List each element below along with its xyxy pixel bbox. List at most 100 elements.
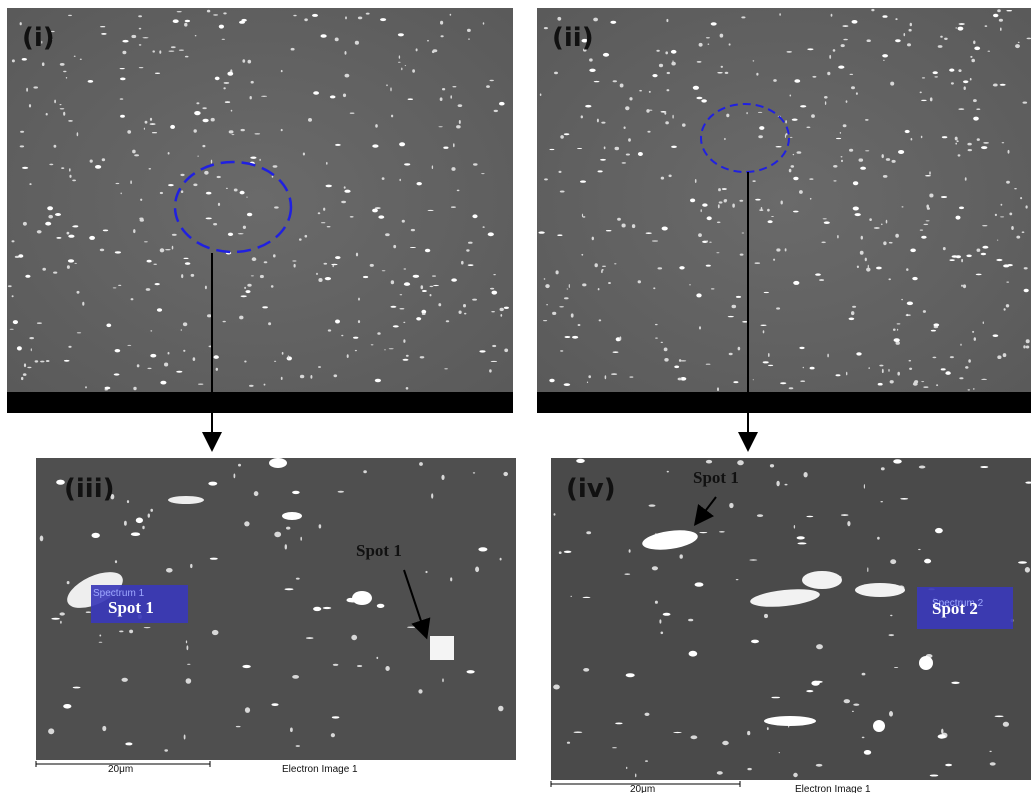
particle [950, 356, 954, 358]
particle [490, 288, 494, 290]
particle [306, 637, 314, 639]
particle [560, 350, 563, 351]
particle [483, 22, 485, 24]
particle [594, 81, 600, 82]
particle [571, 313, 574, 317]
particle [930, 775, 939, 777]
particle [1026, 346, 1030, 349]
particle [17, 346, 22, 350]
particle [152, 132, 157, 133]
particle [80, 59, 82, 60]
particle [324, 263, 328, 265]
particle [717, 222, 721, 224]
particle [868, 367, 870, 369]
particle [624, 126, 626, 129]
particle [356, 253, 358, 257]
particle [144, 627, 151, 628]
particle [757, 514, 763, 517]
particle [213, 223, 217, 225]
particle [751, 640, 759, 644]
particle [973, 99, 977, 102]
particle [321, 222, 325, 223]
particle [707, 216, 712, 220]
particle [702, 203, 707, 206]
particle [951, 682, 959, 684]
particle [649, 504, 656, 506]
particle [716, 252, 719, 253]
particle [910, 23, 912, 27]
particle [729, 43, 731, 45]
particle [816, 764, 823, 767]
particle [150, 330, 152, 331]
particle [56, 237, 61, 239]
particle [1001, 204, 1003, 206]
particle [116, 183, 120, 184]
particle [164, 363, 168, 367]
particle [46, 360, 50, 362]
particle [764, 614, 768, 618]
particle [403, 339, 405, 343]
particle [1020, 197, 1022, 199]
particle [589, 69, 595, 72]
particle [391, 280, 394, 284]
particle [742, 321, 748, 323]
particle [897, 329, 898, 331]
particle [803, 367, 804, 369]
particle [806, 516, 813, 517]
particle [833, 49, 836, 52]
particle [294, 264, 296, 268]
particle [241, 129, 245, 131]
particle [544, 178, 548, 180]
particle [646, 232, 652, 234]
particle [288, 355, 289, 359]
particle [889, 242, 893, 244]
particle [88, 80, 94, 83]
particle [252, 257, 257, 261]
particle [318, 278, 322, 282]
particle [335, 320, 340, 324]
particle [468, 264, 474, 266]
particle [246, 290, 251, 293]
particle [699, 326, 701, 329]
particle [53, 272, 57, 274]
particle [667, 471, 669, 473]
particle [1000, 28, 1002, 31]
particle [69, 168, 71, 171]
particle [422, 290, 427, 292]
particle [921, 136, 923, 139]
particle [375, 207, 381, 209]
particle [544, 27, 548, 29]
particle [776, 481, 779, 487]
particle [145, 121, 148, 124]
particle [659, 619, 661, 623]
particle [321, 34, 327, 38]
particle [479, 350, 485, 352]
particle [185, 20, 190, 23]
particle [861, 236, 863, 240]
particle [468, 38, 469, 40]
particle [747, 768, 751, 770]
particle [672, 115, 673, 119]
particle [895, 39, 901, 42]
particle [12, 295, 14, 297]
particle [620, 336, 622, 340]
particle [639, 90, 642, 92]
particle [100, 249, 104, 252]
particle [1018, 42, 1020, 43]
particle [281, 129, 283, 131]
particle [500, 314, 502, 317]
particle [459, 120, 461, 124]
particle [800, 105, 806, 107]
particle [851, 311, 854, 315]
particle [450, 577, 452, 581]
particle [150, 509, 153, 512]
particle [588, 375, 591, 378]
particle [793, 773, 798, 777]
particle [241, 295, 247, 297]
particle [29, 337, 34, 339]
particle [260, 275, 264, 278]
particle [963, 80, 968, 83]
particle [134, 154, 139, 156]
particle [793, 281, 799, 285]
particle [658, 267, 663, 269]
